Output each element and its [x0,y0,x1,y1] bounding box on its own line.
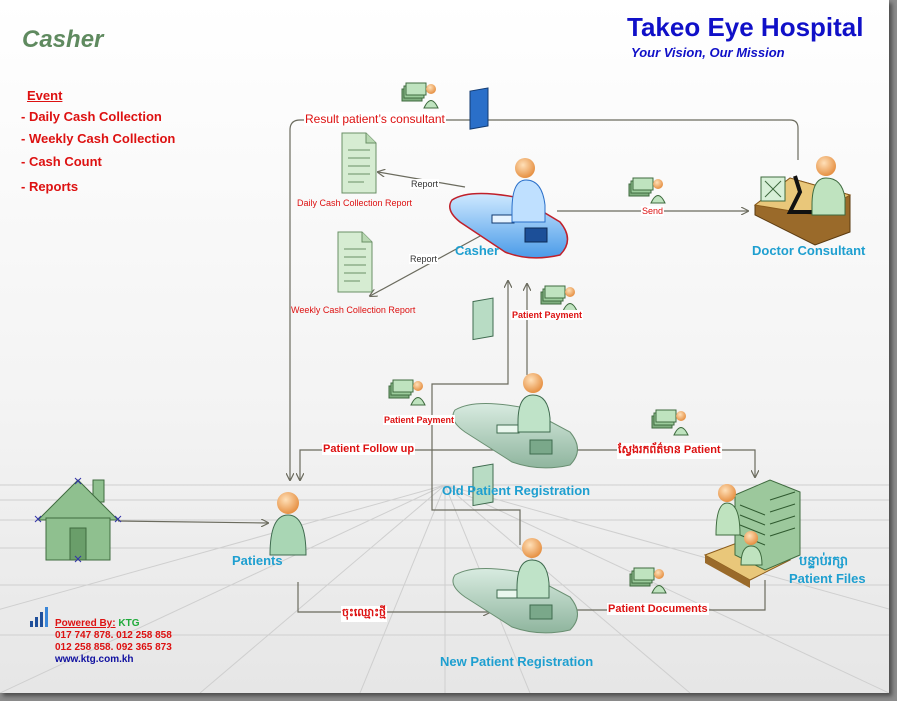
node-label-doctor: Doctor Consultant [752,243,866,258]
hospital-name: Takeo Eye Hospital [627,12,864,42]
footer-powered-label: Powered By: [55,618,116,629]
patient-files-rack-icon [703,479,801,588]
connector-payment-left [431,281,521,545]
flow-label-follow-up: Patient Follow up [322,443,416,455]
connectors [117,119,799,612]
footer-phone-2: 012 258 858. 092 365 873 [55,642,172,653]
ktg-signal-logo-icon [30,607,48,627]
flow-label-result: Result patient’s consultant [304,112,446,126]
flow-label-report-weekly: Report [409,254,439,264]
house-icon [34,477,122,563]
event-heading: Event [27,88,63,103]
document-icon-weekly [337,231,373,293]
connector-report-weekly [370,234,483,296]
doctor-consultant-icon [753,156,852,246]
flow-label-search-info: ស្វែងរកព័ត៌មាន Patient [617,443,722,459]
hospital-tagline: Your Vision, Our Mission [631,45,785,60]
doc-label-weekly: Weekly Cash Collection Report [291,305,416,315]
money-icon-3 [540,285,578,312]
event-item-reports: - Reports [21,179,79,194]
connector-result-consultant [290,119,799,480]
event-item-count: - Cash Count [21,154,102,169]
node-label-files: Patient Files [789,571,866,586]
old-registration-workstation-icon [452,297,578,469]
doc-label-daily: Daily Cash Collection Report [297,198,413,208]
patient-figure-icon [269,492,307,556]
footer-brand: KTG [118,618,140,629]
flow-label-payment-left: Patient Payment [383,415,456,425]
node-label-new-registration: New Patient Registration [440,654,594,669]
event-item-weekly: - Weekly Cash Collection [21,131,176,146]
footer-phone-1: 017 747 878. 012 258 858 [55,630,172,641]
diagram-canvas: Casher Takeo Eye Hospital Your Vision, O… [0,0,889,693]
money-icon-4 [388,379,426,406]
money-icon-5 [651,409,689,436]
connector-register-new [297,582,490,612]
casher-workstation-icon [449,87,569,259]
event-item-daily: - Daily Cash Collection [21,109,162,124]
flow-label-register-new: ចុះឈ្មោះថ្មី [341,606,388,622]
money-icon-6 [629,567,667,594]
money-icons [388,82,689,594]
diagram-graphics [0,82,889,693]
flow-label-documents: Patient Documents [607,603,709,615]
node-label-old-registration: Old Patient Registration [442,483,591,498]
footer-powered-by: Powered By: KTG [55,618,139,629]
money-icon-2 [628,177,666,204]
connector-home-patients [117,521,268,523]
flow-label-payment-top: Patient Payment [511,310,584,320]
node-label-patients: Patients [232,553,283,568]
page-title: Casher [22,26,104,53]
footer-website[interactable]: www.ktg.com.kh [55,654,134,665]
flow-label-send: Send [641,206,665,216]
document-icon-daily [341,132,377,194]
money-icon-1 [401,82,439,109]
flow-label-report-daily: Report [410,179,440,189]
node-label-casher: Casher [455,243,500,258]
node-label-files-khmer: បន្ទាប់រក្សា [799,553,849,568]
connector-follow-up [300,449,499,480]
new-registration-workstation-icon [452,463,578,634]
